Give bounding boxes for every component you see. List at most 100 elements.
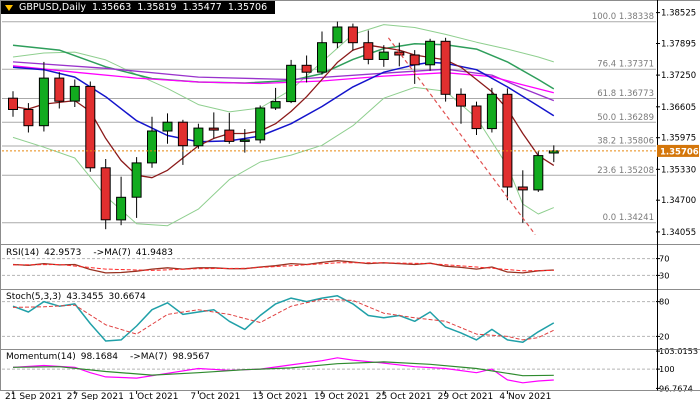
bear-candle	[85, 85, 96, 169]
bear-candle	[8, 97, 18, 110]
descending-trendline[interactable]	[387, 37, 536, 235]
bull-candle	[69, 85, 80, 102]
symbol-info-bar: GBPUSD,Daily 1.35663 1.35819 1.35477 1.3…	[1, 1, 276, 14]
overlay-ma-fast-darkred	[12, 44, 555, 179]
momentum-level-label: 96.7674	[659, 383, 693, 393]
momentum-value: 98.1684	[80, 352, 118, 362]
fib-retracement: 100.0 1.38338 76.4 1.37371 61.8 1.36773 50.…	[2, 12, 656, 224]
bull-candle	[131, 162, 142, 198]
price-axis-label: 1.37250	[661, 71, 696, 81]
price-axis-label: 1.34055	[661, 228, 696, 238]
bull-candle	[332, 26, 343, 44]
stoch-level-label: 20	[659, 331, 669, 341]
current-price-badge	[657, 144, 699, 157]
price-axis-label: 1.37895	[661, 40, 696, 50]
bull-candle	[533, 155, 544, 191]
bull-candle	[378, 51, 389, 60]
rsi-ma-value: 41.9483	[135, 248, 174, 258]
date-axis-label: 21 Sep 2021	[5, 392, 62, 400]
bear-candle	[471, 105, 482, 130]
bear-candle	[208, 127, 219, 131]
momentum-panel: 103.0153 100 96.7674	[2, 346, 698, 393]
bull-candle	[162, 121, 173, 132]
ohlc-high-value: 1.35819	[137, 2, 177, 13]
fib-level-label: 0.0 1.34241	[603, 213, 654, 223]
overlay-bollinger-lower	[12, 86, 554, 227]
stochastic-label: Stoch(5,3,3) 43.3455 30.6674	[6, 292, 146, 302]
overlay-ma-violet	[12, 61, 555, 102]
chart-marker-icon	[5, 4, 13, 11]
fib-level-label: 100.0 1.38338	[592, 12, 654, 22]
date-axis-label: 25 Oct 2021	[376, 392, 432, 400]
stoch-main-line	[12, 295, 555, 343]
rsi-ma-name: ->MA(7)	[93, 248, 131, 258]
bull-candle	[270, 101, 281, 109]
bull-candle	[147, 130, 157, 164]
bear-candle	[100, 167, 111, 221]
bear-candle	[502, 93, 513, 188]
fib-level-label: 50.0 1.36289	[597, 113, 654, 123]
price-axis-label: 1.38525	[661, 9, 696, 19]
rsi-signal-line	[12, 262, 554, 272]
bear-candle	[54, 77, 65, 102]
ohlc-low-value: 1.35477	[182, 2, 222, 13]
bear-candle	[363, 42, 374, 60]
ohlc-close-value: 1.35706	[227, 2, 268, 13]
date-axis-label: 27 Sep 2021	[67, 392, 124, 400]
bear-candle	[23, 109, 34, 127]
price-axis-label: 1.36605	[661, 103, 696, 113]
bull-candle	[38, 77, 49, 127]
stoch-main-value: 43.3455	[66, 292, 104, 302]
date-axis-label: 19 Oct 2021	[314, 392, 370, 400]
fib-level-label: 61.8 1.36773	[597, 89, 654, 99]
bull-candle	[193, 127, 204, 147]
momentum-name: Momentum(14)	[6, 352, 76, 362]
price-axis-label: 1.35330	[661, 165, 696, 175]
bear-candle	[394, 51, 405, 56]
bull-candle	[239, 139, 250, 142]
candlestick-series	[8, 21, 559, 230]
bear-candle	[440, 40, 451, 95]
bull-candle	[116, 196, 127, 221]
date-axis-label: 1 Oct 2021	[129, 392, 179, 400]
bull-candle	[286, 64, 297, 103]
bear-candle	[517, 186, 528, 191]
rsi-level-label: 70	[659, 254, 669, 264]
momentum-ma-value: 98.9567	[172, 352, 210, 362]
price-axis-label: 1.35975	[661, 134, 696, 144]
bull-candle	[317, 42, 327, 73]
stoch-signal-value: 30.6674	[108, 292, 146, 302]
rsi-value: 42.9573	[44, 248, 82, 258]
overlay-ma-magenta	[12, 65, 554, 94]
price-axis[interactable]: 1.38525 1.37895 1.37250 1.36605 1.35975 1.353…	[656, 9, 696, 238]
rsi-label: RSI(14) 42.9573 ->MA(7) 41.9483	[6, 248, 173, 258]
bear-candle	[456, 93, 466, 107]
bear-candle	[409, 54, 420, 66]
current-price-badge-text: 1.35706	[660, 147, 699, 157]
stoch-panel: 80 20	[2, 295, 669, 343]
momentum-label: Momentum(14) 98.1684 ->MA(7) 98.9567	[6, 352, 210, 362]
fib-level-label: 38.2 1.35806	[597, 137, 654, 147]
bear-candle	[347, 26, 358, 44]
bull-candle	[425, 40, 436, 66]
rsi-line	[12, 260, 554, 274]
bear-candle	[224, 129, 235, 142]
symbol-timeframe-label: GBPUSD,Daily	[19, 2, 86, 13]
bull-candle	[255, 107, 266, 141]
date-axis-label: 7 Oct 2021	[190, 392, 240, 400]
momentum-line	[12, 357, 554, 384]
momentum-level-label: 103.0153	[659, 346, 698, 356]
rsi-panel: 70 30	[2, 254, 669, 280]
stoch-signal-line	[12, 298, 555, 341]
bear-candle	[177, 121, 188, 147]
rsi-level-label: 30	[659, 270, 669, 280]
bull-candle	[486, 93, 497, 130]
momentum-ma-line	[12, 361, 554, 377]
time-axis[interactable]: 21 Sep 2021 27 Sep 2021 1 Oct 2021 7 Oct 20…	[5, 391, 551, 400]
bull-candle	[548, 150, 559, 154]
stoch-level-label: 80	[659, 297, 669, 307]
overlay-ma-blue	[12, 61, 555, 143]
bear-candle	[301, 64, 312, 73]
